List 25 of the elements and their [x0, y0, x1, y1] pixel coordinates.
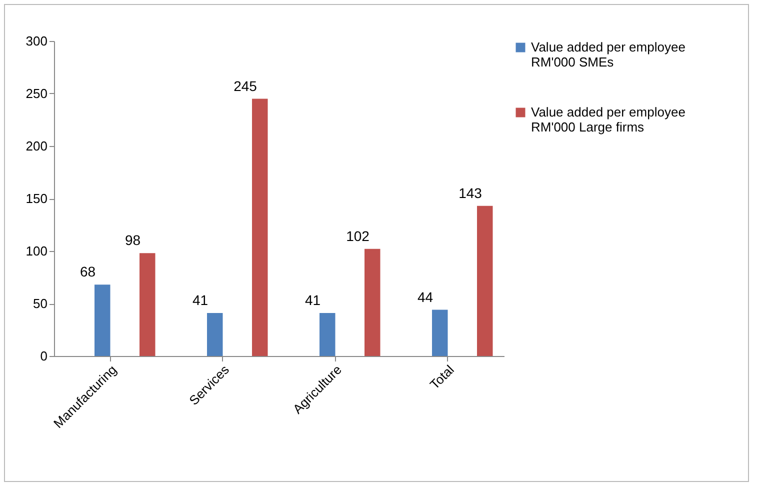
data-label: 68	[80, 264, 96, 280]
legend-label: Value added per employee RM'000 SMEs	[531, 40, 686, 70]
y-tick-label: 50	[33, 296, 48, 311]
bar	[252, 98, 268, 356]
data-label: 143	[458, 184, 482, 201]
bar	[207, 312, 223, 356]
y-tick-label: 200	[26, 138, 48, 154]
data-label: 98	[124, 232, 141, 248]
y-tick-label: 0	[40, 348, 48, 364]
bar	[94, 284, 110, 356]
bar	[320, 312, 336, 356]
data-label: 102	[346, 228, 370, 244]
data-label: 41	[304, 292, 321, 308]
y-tick-label: 300	[26, 34, 48, 48]
legend-label: Value added per employee RM'000 Large firms	[531, 104, 686, 134]
y-tick-label: 100	[26, 244, 48, 258]
data-label: 44	[417, 288, 434, 305]
bar	[140, 253, 156, 356]
bar	[477, 206, 493, 356]
y-tick-label: 250	[26, 86, 48, 101]
data-label: 41	[192, 292, 208, 308]
bar	[432, 310, 448, 356]
data-label: 245	[234, 78, 258, 94]
bar	[364, 248, 380, 356]
y-tick-label: 150	[26, 191, 48, 206]
